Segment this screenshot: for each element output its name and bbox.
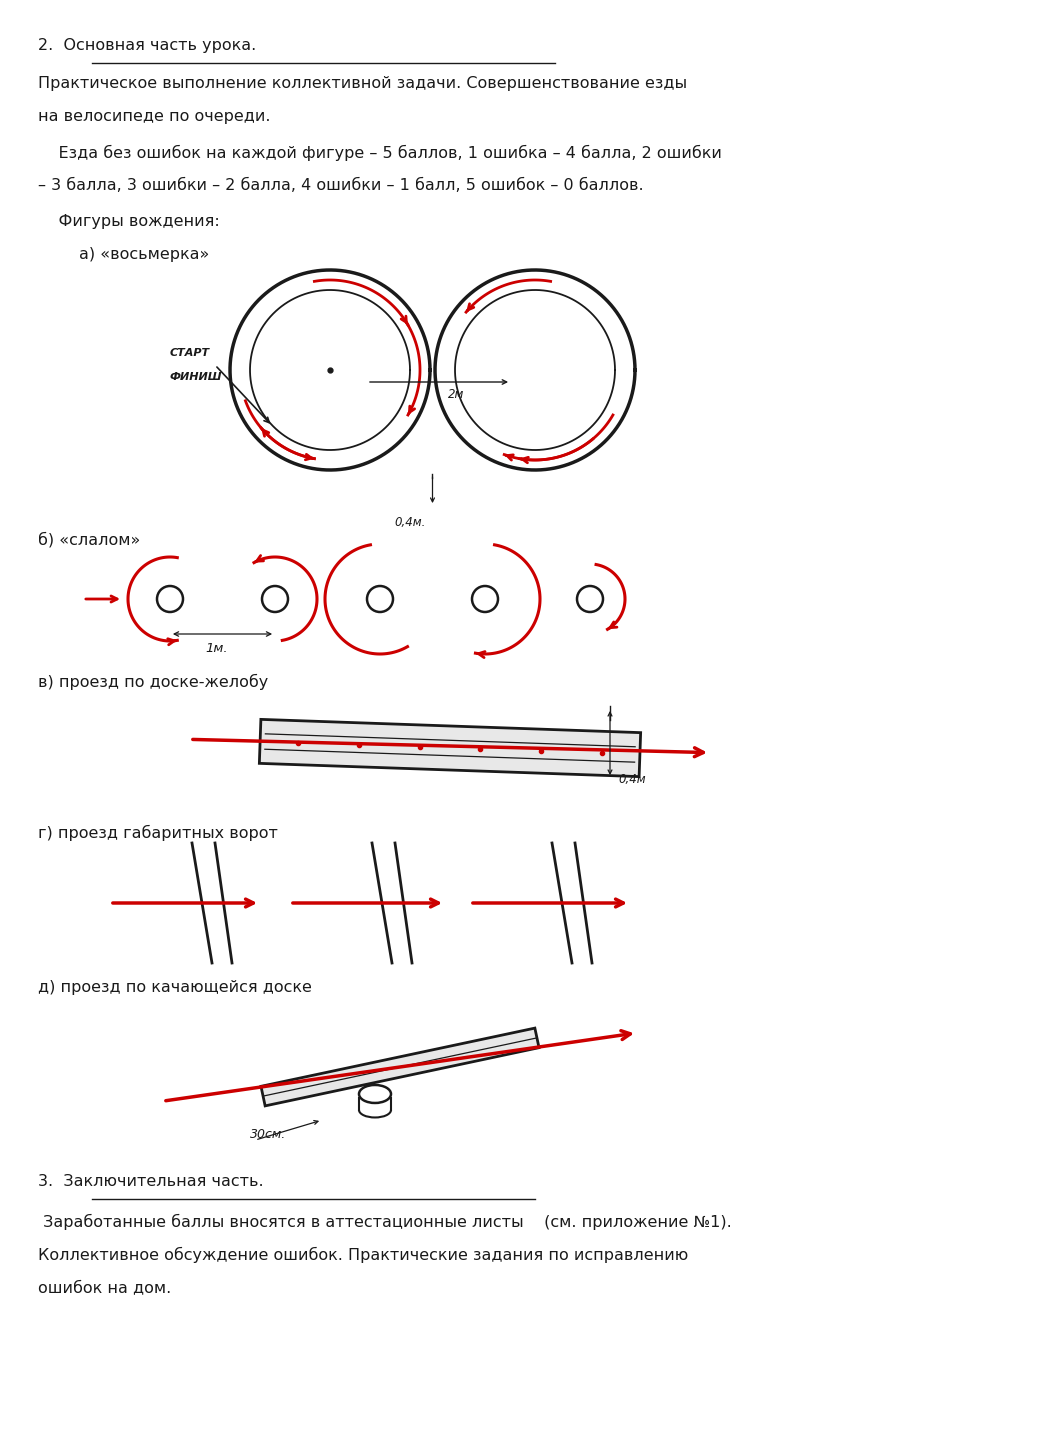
Polygon shape — [259, 719, 641, 776]
Text: 30см.: 30см. — [250, 1128, 286, 1142]
Text: – 3 балла, 3 ошибки – 2 балла, 4 ошибки – 1 балл, 5 ошибок – 0 баллов.: – 3 балла, 3 ошибки – 2 балла, 4 ошибки … — [38, 178, 644, 194]
Text: в) проезд по доске-желобу: в) проезд по доске-желобу — [38, 674, 268, 690]
Polygon shape — [261, 1028, 539, 1107]
Text: СТАРТ: СТАРТ — [170, 348, 210, 358]
Text: 3.  Заключительная часть.: 3. Заключительная часть. — [38, 1174, 264, 1190]
Text: Коллективное обсуждение ошибок. Практические задания по исправлению: Коллективное обсуждение ошибок. Практиче… — [38, 1246, 688, 1264]
Text: г) проезд габаритных ворот: г) проезд габаритных ворот — [38, 826, 277, 842]
Text: Фигуры вождения:: Фигуры вождения: — [38, 214, 220, 229]
Text: Практическое выполнение коллективной задачи. Совершенствование езды: Практическое выполнение коллективной зад… — [38, 76, 687, 92]
Text: ФИНИШ: ФИНИШ — [170, 371, 222, 381]
Text: Заработанные баллы вносятся в аттестационные листы    (см. приложение №1).: Заработанные баллы вносятся в аттестацио… — [38, 1214, 732, 1230]
Text: а) «восьмерка»: а) «восьмерка» — [38, 248, 210, 262]
Text: на велосипеде по очереди.: на велосипеде по очереди. — [38, 109, 270, 124]
Text: 1м.: 1м. — [205, 642, 228, 655]
Text: 2м: 2м — [448, 387, 465, 400]
Text: ошибок на дом.: ошибок на дом. — [38, 1280, 172, 1294]
Text: 0,4м: 0,4м — [618, 773, 646, 786]
Text: Езда без ошибок на каждой фигуре – 5 баллов, 1 ошибка – 4 балла, 2 ошибки: Езда без ошибок на каждой фигуре – 5 бал… — [38, 146, 722, 162]
Text: 2.  Основная часть урока.: 2. Основная часть урока. — [38, 38, 256, 52]
Text: б) «слалом»: б) «слалом» — [38, 531, 140, 547]
Text: 0,4м.: 0,4м. — [395, 515, 426, 529]
Text: д) проезд по качающейся доске: д) проезд по качающейся доске — [38, 980, 311, 994]
